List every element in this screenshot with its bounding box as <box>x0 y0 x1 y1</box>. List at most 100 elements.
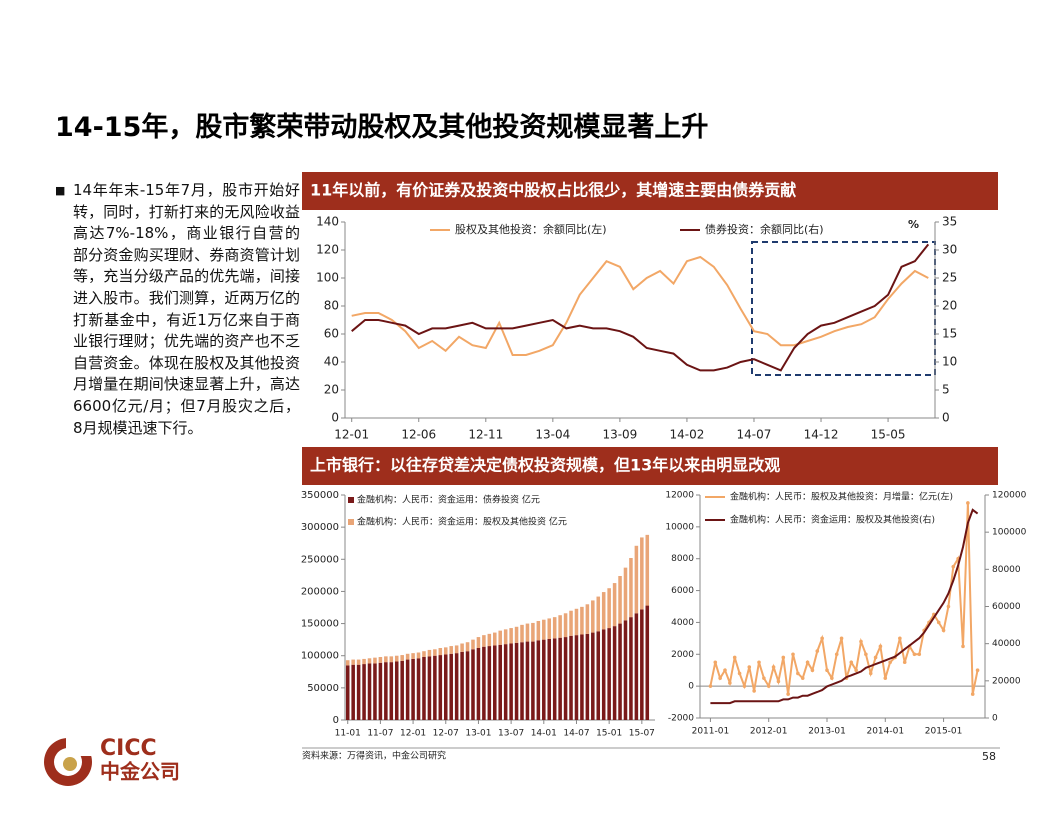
y-tick-label: 350000 <box>301 490 339 501</box>
y-tick-label: 12000 <box>665 491 694 501</box>
bar <box>362 664 366 720</box>
bar <box>623 567 628 621</box>
y-tick-label: 100 <box>316 271 339 285</box>
y2-tick-label: 20 <box>942 299 957 313</box>
point <box>864 652 868 657</box>
y2-tick-label: 10 <box>942 355 957 369</box>
y2-tick-label: 35 <box>942 215 957 229</box>
bar <box>438 648 443 656</box>
x-tick-label: 13-04 <box>535 428 570 442</box>
legend-label: 股权及其他投资：余额同比(左) <box>455 222 607 236</box>
bar <box>378 662 383 720</box>
point <box>791 652 795 657</box>
y-tick-label: 20 <box>324 383 339 397</box>
bar <box>373 663 377 720</box>
bar <box>411 658 415 720</box>
bar <box>569 635 573 720</box>
y2-tick-label: 40000 <box>992 639 1021 649</box>
header-bar <box>302 172 998 210</box>
legend-label: 金融机构：人民币：资金运用：股权及其他投资 亿元 <box>357 516 567 528</box>
x-tick-label: 14-01 <box>531 729 557 739</box>
bar <box>618 576 622 624</box>
bar <box>389 656 394 663</box>
bar <box>514 626 519 643</box>
bar <box>367 658 372 664</box>
x-tick-label: 15-07 <box>629 729 655 739</box>
bar <box>351 659 355 665</box>
x-tick-label: 13-07 <box>498 729 524 739</box>
y2-axis-label: % <box>908 218 919 231</box>
x-tick-label: 2015-01 <box>925 727 963 737</box>
x-tick-label: 14-07 <box>737 428 772 442</box>
bar <box>509 643 513 720</box>
page-number: 58 <box>982 750 996 763</box>
chart-title: 11年以前，有价证券及投资中股权占比很少，其增速主要由债券贡献 <box>310 181 796 200</box>
point <box>776 679 781 684</box>
y2-tick-label: 80000 <box>992 565 1021 575</box>
bar <box>476 637 481 648</box>
series-line <box>351 243 930 372</box>
y-tick-label: 40 <box>324 355 339 369</box>
x-tick-label: 2013-01 <box>808 727 846 737</box>
x-tick-label: 14-07 <box>563 729 589 739</box>
y2-tick-label: 30 <box>942 243 957 257</box>
point <box>713 660 718 665</box>
y-tick-label: 60 <box>324 327 339 341</box>
bar <box>509 628 513 644</box>
bar <box>574 635 579 720</box>
bar <box>389 662 394 720</box>
y-tick-label: 0 <box>688 682 694 692</box>
bar <box>607 588 611 629</box>
y-tick-label: 0 <box>333 715 339 726</box>
bar <box>482 646 486 720</box>
bar <box>367 663 372 720</box>
y2-tick-label: 15 <box>942 327 957 341</box>
bar <box>552 638 557 720</box>
y-tick-label: 300000 <box>301 522 339 533</box>
y2-tick-label: 100000 <box>992 528 1027 538</box>
point <box>849 660 854 665</box>
bar <box>449 646 453 654</box>
bar <box>645 534 650 606</box>
x-tick-label: 15-01 <box>596 729 622 739</box>
x-tick-label: 12-01 <box>400 729 426 739</box>
point <box>815 649 820 653</box>
logo-mark <box>66 736 92 756</box>
bar <box>634 613 639 720</box>
bar <box>422 651 426 657</box>
series-line <box>351 255 929 356</box>
bar <box>493 632 497 646</box>
y2-tick-label: 25 <box>942 271 957 285</box>
point <box>859 639 863 644</box>
bar <box>525 641 530 720</box>
point <box>747 665 752 669</box>
y-tick-label: 10000 <box>665 522 694 532</box>
bar <box>384 662 388 720</box>
logo-text: CICC <box>100 736 157 761</box>
point <box>941 628 946 633</box>
point <box>834 652 839 657</box>
point <box>800 676 805 680</box>
bar <box>443 654 448 720</box>
point <box>762 676 766 680</box>
bar <box>585 633 590 720</box>
bar <box>520 624 524 643</box>
bar <box>558 637 562 720</box>
bar <box>536 621 541 641</box>
bar <box>547 618 552 639</box>
bar <box>547 639 552 720</box>
x-tick-label: 14-02 <box>669 428 704 442</box>
y-tick-label: 100000 <box>301 651 339 662</box>
point <box>917 652 922 657</box>
y-tick-label: 200000 <box>301 586 339 597</box>
chart-title: 上市银行：以往存贷差决定债权投资规模，但13年以来由明显改观 <box>310 456 780 475</box>
bar <box>449 653 453 720</box>
x-tick-label: 2011-01 <box>692 727 730 737</box>
point <box>708 684 713 688</box>
point <box>839 636 844 641</box>
bar <box>416 652 421 659</box>
x-tick-label: 2012-01 <box>750 727 788 737</box>
x-tick-label: 11-01 <box>335 729 361 739</box>
bar <box>623 620 628 720</box>
bar <box>493 645 497 720</box>
